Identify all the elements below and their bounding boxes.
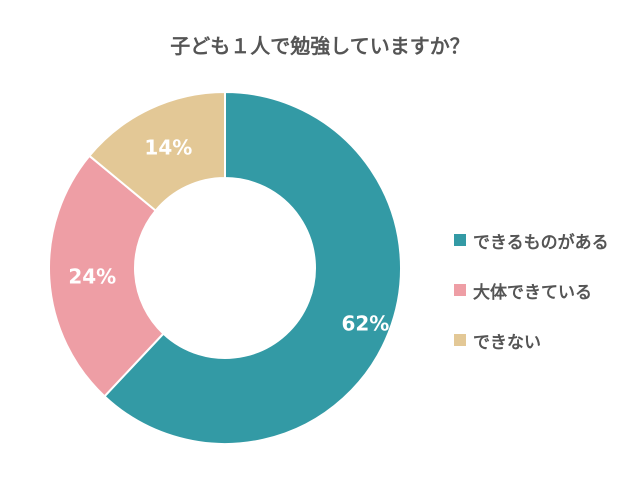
slice-value-label: 24% [68,264,116,288]
legend: できるものがある 大体できている できない [454,228,609,378]
legend-item-can-do-some: できるものがある [454,228,609,253]
legend-item-cannot: できない [454,328,609,353]
donut-slice [48,154,165,398]
slice-value-label: 62% [341,312,389,336]
legend-swatch [454,334,466,346]
slice-value-label: 14% [144,136,192,160]
donut-slice [103,90,402,445]
legend-label: できない [473,332,541,353]
legend-swatch [454,234,466,246]
donut-slice [87,90,226,213]
legend-label: できるものがある [473,232,609,253]
legend-item-mostly-can: 大体できている [454,278,609,303]
legend-label: 大体できている [473,282,592,303]
legend-swatch [454,284,466,296]
chart-title: 子ども１人で勉強していますか？ [170,34,470,58]
